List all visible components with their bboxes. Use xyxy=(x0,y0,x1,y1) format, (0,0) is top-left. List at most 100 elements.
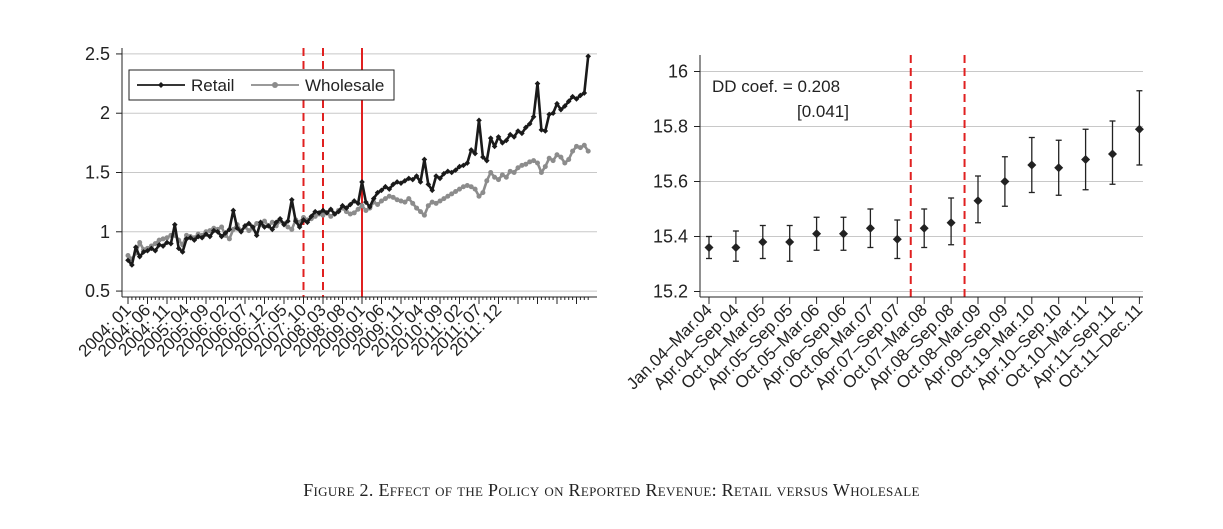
data-point-wholesale xyxy=(441,196,447,202)
data-point-retail xyxy=(484,157,490,164)
data-point-retail xyxy=(285,218,291,224)
data-point-retail xyxy=(382,183,389,190)
data-point-wholesale xyxy=(351,210,357,216)
coefficient-point xyxy=(919,223,929,233)
data-point-wholesale xyxy=(515,165,521,171)
data-point-retail xyxy=(562,103,568,109)
left-y-tick-label: 1 xyxy=(100,222,110,242)
data-point-retail xyxy=(328,206,334,213)
data-point-wholesale xyxy=(581,142,587,148)
data-point-wholesale xyxy=(375,202,381,208)
coefficient-point xyxy=(892,234,902,244)
data-point-wholesale xyxy=(184,232,189,238)
data-point-retail xyxy=(257,219,264,226)
data-point-retail xyxy=(253,232,260,239)
data-point-retail xyxy=(269,226,276,233)
data-point-retail xyxy=(523,124,529,131)
data-point-wholesale xyxy=(507,168,513,174)
legend-label-wholesale: Wholesale xyxy=(305,76,384,95)
data-point-retail xyxy=(304,219,311,226)
data-point-wholesale xyxy=(484,178,490,184)
data-point-retail xyxy=(261,224,268,230)
data-point-retail xyxy=(277,215,283,222)
data-point-retail xyxy=(214,228,221,235)
data-point-wholesale xyxy=(207,228,213,234)
data-point-retail xyxy=(370,195,377,202)
data-point-retail xyxy=(320,207,326,214)
data-point-retail xyxy=(448,169,455,176)
data-point-wholesale xyxy=(418,209,423,215)
data-point-wholesale xyxy=(164,235,170,241)
data-point-wholesale xyxy=(226,236,232,242)
data-point-wholesale xyxy=(527,159,533,165)
data-point-retail xyxy=(390,181,396,188)
data-point-retail xyxy=(507,131,513,138)
data-point-retail xyxy=(421,156,428,163)
coefficient-point xyxy=(785,237,795,247)
right-point-chart: 15.215.415.615.816Jan.04–Mar.04Apr.04–Se… xyxy=(623,55,1146,393)
data-point-wholesale xyxy=(577,145,583,151)
data-point-retail xyxy=(515,128,521,134)
data-point-wholesale xyxy=(472,186,478,192)
data-point-wholesale xyxy=(343,209,349,215)
data-point-retail xyxy=(491,143,498,150)
data-point-wholesale xyxy=(585,148,591,154)
data-point-retail xyxy=(347,201,354,208)
data-point-retail xyxy=(359,179,365,185)
data-point-retail xyxy=(464,160,471,166)
right-y-tick-label: 15.6 xyxy=(653,172,688,192)
data-point-retail xyxy=(238,228,244,235)
data-point-retail xyxy=(250,224,256,230)
data-point-retail xyxy=(242,223,248,229)
data-point-retail xyxy=(308,213,315,220)
data-point-wholesale xyxy=(519,162,525,168)
data-point-retail xyxy=(211,227,217,234)
data-point-retail xyxy=(468,147,474,153)
data-point-retail xyxy=(413,173,420,179)
data-point-retail xyxy=(355,200,361,207)
data-point-retail xyxy=(495,134,502,140)
data-point-retail xyxy=(476,117,482,124)
data-point-retail xyxy=(207,233,213,240)
data-point-retail xyxy=(573,96,580,102)
data-point-retail xyxy=(437,175,443,182)
data-point-retail xyxy=(425,181,432,188)
data-point-retail xyxy=(335,208,342,215)
data-point-retail xyxy=(140,249,147,255)
data-point-retail xyxy=(246,220,252,227)
figure-caption: Figure 2. Effect of the Policy on Report… xyxy=(303,480,920,500)
data-point-retail xyxy=(441,170,447,177)
data-point-retail xyxy=(281,221,287,228)
data-point-retail xyxy=(542,128,549,134)
data-point-wholesale xyxy=(496,177,501,183)
data-point-retail xyxy=(402,178,408,184)
legend-marker xyxy=(272,82,278,88)
data-point-retail xyxy=(175,245,182,252)
data-point-retail xyxy=(487,135,494,141)
data-point-wholesale xyxy=(246,228,252,234)
data-point-wholesale xyxy=(492,174,498,180)
data-point-retail xyxy=(577,92,584,99)
data-point-wholesale xyxy=(550,158,556,164)
data-point-retail xyxy=(363,199,369,205)
data-point-wholesale xyxy=(457,186,462,192)
data-point-retail xyxy=(289,196,295,203)
left-y-tick-label: 2 xyxy=(100,103,110,123)
data-point-retail xyxy=(265,223,272,229)
dd-coefficient-label: DD coef. = 0.208 xyxy=(712,77,840,96)
data-point-retail xyxy=(569,93,576,100)
data-point-wholesale xyxy=(355,206,361,212)
data-point-retail xyxy=(273,219,279,226)
data-point-wholesale xyxy=(347,211,353,217)
data-point-retail xyxy=(526,121,533,127)
data-point-retail xyxy=(585,53,591,60)
data-point-retail xyxy=(148,245,155,252)
data-point-wholesale xyxy=(219,224,225,230)
coefficient-point xyxy=(731,243,741,252)
data-point-retail xyxy=(199,234,205,241)
data-point-retail xyxy=(386,186,393,192)
data-point-retail xyxy=(511,134,517,140)
data-point-retail xyxy=(367,204,373,210)
data-point-wholesale xyxy=(137,239,143,245)
data-point-retail xyxy=(398,180,404,186)
